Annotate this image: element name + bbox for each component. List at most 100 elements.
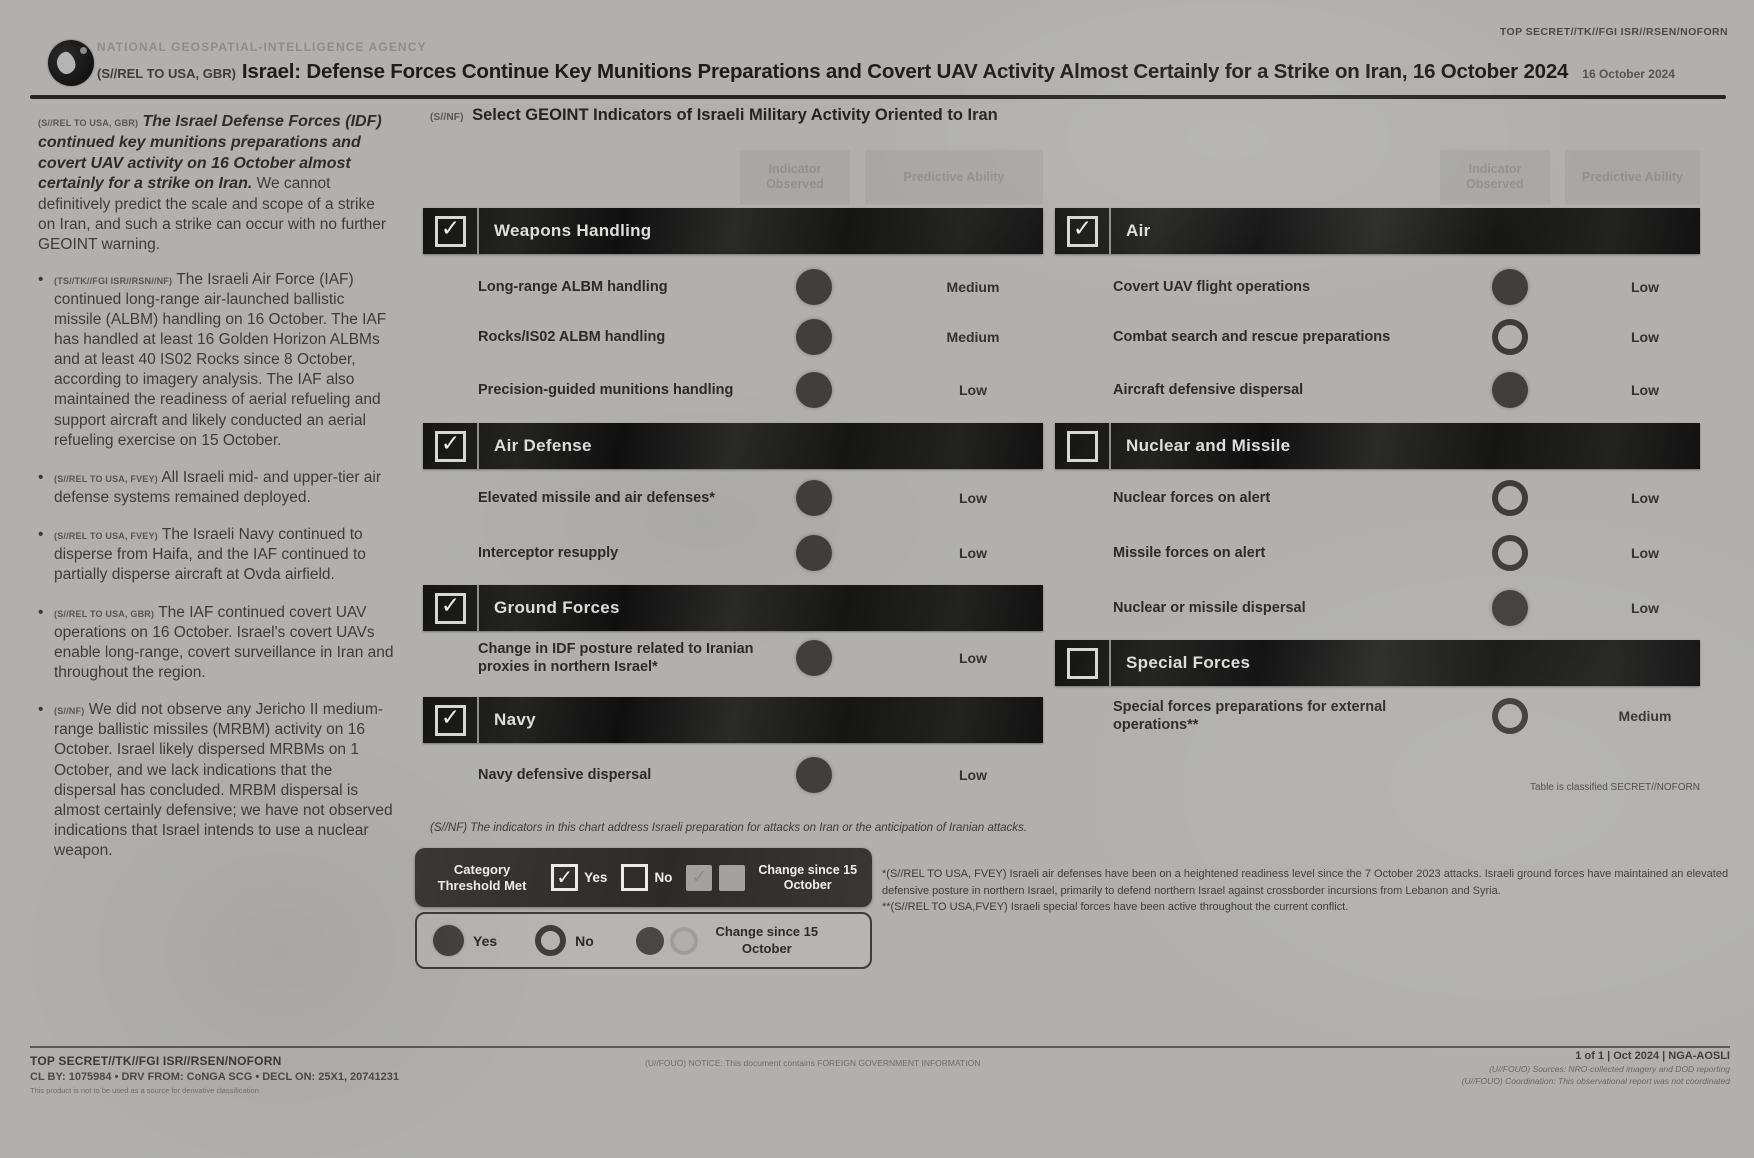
checkbox-checked-icon: ✓	[435, 704, 466, 736]
bullet-text: The Israeli Navy continued to disperse f…	[54, 526, 366, 584]
bullet-item: (TS//TK//FGI ISR//RSN//NF) The Israeli A…	[38, 270, 396, 451]
section-air-defense: ✓ Air Defense	[423, 423, 1043, 469]
predictive-value: Low	[959, 767, 987, 783]
legend-open-ring-icon	[535, 925, 567, 956]
lead-bold-text: The Israel Defense Forces (IDF) continue…	[38, 113, 382, 193]
legend-category-threshold: Category Threshold Met ✓ Yes No ✓ Change…	[415, 848, 872, 907]
predictive-value: Medium	[946, 329, 1000, 345]
lead-rest-text: We cannot definitively predict the scale…	[38, 175, 387, 254]
indicator-dot	[1492, 319, 1528, 355]
table-marking: (S//NF)	[430, 112, 464, 123]
indicator-dot	[1492, 698, 1528, 734]
predictive-value: Low	[959, 490, 987, 506]
footnote-line: **(S//REL TO USA,FVEY) Israeli special f…	[882, 901, 1349, 913]
section-label: Air	[1126, 221, 1151, 240]
legend-change-square-before-icon: ✓	[686, 864, 713, 891]
indicator-label: Elevated missile and air defenses*	[478, 489, 715, 506]
section-weapons-handling: ✓ Weapons Handling	[423, 208, 1043, 254]
bullet-text: The IAF continued covert UAV operations …	[54, 603, 394, 681]
section-divider	[1109, 423, 1111, 469]
legend-yes-label: Yes	[584, 870, 608, 885]
indicator-label: Aircraft defensive dispersal	[1113, 381, 1304, 398]
indicator-label: Missile forces on alert	[1113, 544, 1266, 561]
indicator-dot	[796, 319, 832, 355]
indicator-label: Rocks/IS02 ALBM handling	[478, 328, 666, 345]
column-header-predictive-ability: Predictive Ability	[865, 150, 1043, 204]
legend-change-square-after-icon	[719, 864, 746, 891]
classification-banner: TOP SECRET//TK//FGI ISR//RSEN/NOFORN	[1499, 26, 1728, 38]
indicator-dot	[1492, 590, 1528, 626]
section-divider	[477, 423, 479, 469]
legend-change-label: Change since 15 October	[715, 924, 819, 956]
indicator-dot	[1492, 480, 1528, 516]
predictive-value: Low	[1631, 490, 1659, 506]
column-header-predictive-ability: Predictive Ability	[1565, 150, 1700, 204]
footer-notice: (U//FOUO) NOTICE: This document contains…	[645, 1058, 981, 1068]
predictive-value: Medium	[1618, 708, 1672, 724]
bullet-text: We did not observe any Jericho II medium…	[54, 701, 393, 860]
section-air: ✓ Air	[1055, 208, 1700, 254]
legend-yes-label: Yes	[473, 932, 498, 949]
section-navy: ✓ Navy	[423, 697, 1043, 743]
indicator-dot	[1492, 269, 1528, 305]
bullet-item: (S//REL TO USA, FVEY) The Israeli Navy c…	[38, 525, 396, 585]
checkbox-unchecked-icon: ✓	[1067, 647, 1098, 679]
bullet-marking: (S//REL TO USA, FVEY)	[54, 531, 158, 542]
column-header-indicator-observed: Indicator Observed	[740, 150, 850, 204]
legend-no-label: No	[654, 870, 673, 885]
indicator-dot	[796, 480, 832, 516]
section-divider	[477, 697, 479, 743]
indicator-label: Nuclear or missile dispersal	[1113, 599, 1306, 616]
checkbox-checked-icon: ✓	[1067, 215, 1098, 247]
indicator-label: Nuclear forces on alert	[1113, 489, 1271, 506]
section-divider	[477, 585, 479, 631]
footer-left-block: TOP SECRET//TK//FGI ISR//RSEN/NOFORN CL …	[30, 1054, 399, 1095]
table-title-text: Select GEOINT Indicators of Israeli Mili…	[472, 106, 998, 124]
checkbox-checked-icon: ✓	[435, 430, 466, 462]
predictive-value: Low	[1631, 382, 1659, 398]
footer-cl-line: CL BY: 1075984 • DRV FROM: CoNGA SCG • D…	[30, 1071, 399, 1083]
indicator-table-title: (S//NF) Select GEOINT Indicators of Isra…	[430, 106, 998, 125]
predictive-value: Low	[1631, 329, 1659, 345]
legend-category-label: Category Threshold Met	[437, 861, 527, 893]
checkbox-checked-icon: ✓	[435, 592, 466, 624]
bullet-text: All Israeli mid- and upper-tier air defe…	[54, 468, 382, 507]
indicator-dot	[1492, 372, 1528, 408]
bullet-item: (S//NF) We did not observe any Jericho I…	[38, 700, 396, 861]
legend-checkbox-unchecked-icon	[621, 864, 649, 891]
legend-change-label: Change since 15 October	[758, 862, 858, 892]
column-header-indicator-observed: Indicator Observed	[1440, 150, 1550, 204]
legend-no-label: No	[575, 932, 594, 949]
bullet-item: (S//REL TO USA, FVEY) All Israeli mid- a…	[38, 468, 396, 508]
checkbox-checked-icon: ✓	[435, 215, 466, 247]
footer-derivative-note: This product is not to be used as a sour…	[30, 1086, 259, 1095]
indicator-dot	[1492, 535, 1528, 571]
bullet-marking: (S//REL TO USA, GBR)	[54, 608, 155, 619]
predictive-value: Low	[959, 650, 987, 666]
predictive-value: Medium	[946, 279, 1000, 295]
bullet-marking: (S//NF)	[54, 706, 85, 717]
header-divider	[30, 95, 1726, 99]
indicator-dot	[796, 269, 832, 305]
indicator-label: Precision-guided munitions handling	[478, 381, 734, 398]
legend-change-dot-after-icon	[669, 926, 698, 955]
footnote-line: *(S//REL TO USA, FVEY) Israeli air defen…	[882, 868, 1729, 897]
section-divider	[1109, 640, 1111, 686]
indicator-label: Change in IDF posture related to Iranian…	[478, 640, 754, 675]
section-label: Ground Forces	[494, 598, 620, 617]
summary-bullets: (TS//TK//FGI ISR//RSN//NF) The Israeli A…	[38, 270, 396, 862]
title-date: 16 October 2024	[1582, 67, 1675, 81]
chart-note: (S//NF) The indicators in this chart add…	[430, 822, 1028, 834]
bullet-item: (S//REL TO USA, GBR) The IAF continued c…	[38, 603, 396, 684]
section-label: Weapons Handling	[494, 221, 652, 240]
predictive-value: Low	[1631, 279, 1659, 295]
table-classification-note: Table is classified SECRET//NOFORN	[1529, 782, 1700, 793]
bullet-marking: (S//REL TO USA, FVEY)	[54, 473, 158, 484]
nga-logo-icon	[48, 40, 94, 86]
title-portion-marking: (S//REL TO USA, GBR)	[97, 66, 236, 81]
section-special-forces: ✓ Special Forces	[1055, 640, 1700, 686]
section-divider	[477, 208, 479, 254]
predictive-value: Low	[959, 382, 987, 398]
lead-paragraph: (S//REL TO USA, GBR) The Israel Defense …	[38, 112, 396, 256]
indicator-dot	[796, 640, 832, 676]
